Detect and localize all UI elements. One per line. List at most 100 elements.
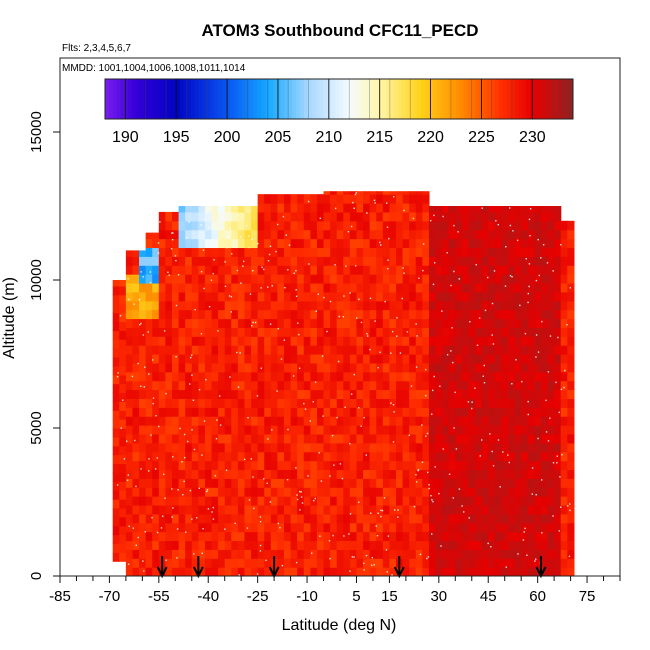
sample-dot — [303, 402, 305, 405]
heatmap-cell — [336, 371, 344, 382]
heatmap-cell — [363, 451, 371, 462]
sample-dot — [381, 509, 384, 512]
heatmap-cell — [132, 442, 140, 453]
heatmap-cell — [494, 487, 503, 497]
heatmap-cell — [211, 336, 219, 346]
heatmap-cell — [284, 318, 292, 328]
sample-dot — [549, 417, 551, 419]
heatmap-cell — [422, 220, 430, 231]
heatmap-cell — [218, 318, 226, 328]
heatmap-cell — [290, 194, 298, 204]
heatmap-cell — [119, 481, 127, 491]
sample-dot — [452, 361, 454, 364]
heatmap-cell — [343, 327, 351, 337]
heatmap-cell — [547, 558, 555, 568]
heatmap-cell — [448, 336, 456, 346]
heatmap-cell — [415, 291, 423, 302]
heatmap-cell — [521, 389, 529, 399]
heatmap-cell — [330, 371, 338, 382]
sample-dot — [552, 462, 555, 464]
heatmap-cell — [560, 513, 568, 524]
heatmap-cell — [349, 309, 358, 320]
sample-dot — [363, 417, 365, 419]
heatmap-cell — [204, 291, 213, 302]
heatmap-cell — [132, 567, 140, 576]
heatmap-cell — [514, 540, 522, 550]
sample-dot — [211, 511, 213, 513]
heatmap-cell — [172, 265, 180, 275]
heatmap-cell — [303, 203, 311, 213]
heatmap-cell — [224, 549, 232, 559]
sample-dot — [479, 455, 481, 457]
heatmap-cell — [330, 362, 338, 373]
heatmap-cell — [560, 540, 568, 550]
heatmap-cell — [527, 540, 535, 550]
heatmap-cell — [448, 567, 456, 576]
heatmap-cell — [277, 256, 285, 266]
heatmap-cell — [172, 309, 180, 320]
heatmap-cell — [264, 451, 272, 462]
heatmap-cell — [165, 229, 173, 240]
heatmap-cell — [382, 389, 391, 399]
heatmap-cell — [389, 531, 397, 542]
heatmap-cell — [494, 371, 503, 382]
heatmap-cell — [461, 522, 470, 533]
sample-dot — [292, 375, 295, 377]
heatmap-cell — [396, 309, 404, 320]
heatmap-cell — [125, 336, 134, 346]
heatmap-cell — [514, 469, 522, 479]
heatmap-cell — [475, 567, 483, 576]
heatmap-cell — [231, 274, 239, 284]
heatmap-cell — [389, 549, 397, 559]
heatmap-cell — [270, 336, 279, 346]
heatmap-cell — [481, 451, 489, 462]
heatmap-cell — [125, 265, 134, 275]
sample-dot — [250, 458, 252, 460]
heatmap-cell — [303, 194, 311, 204]
heatmap-cell — [382, 345, 391, 355]
sample-dot — [379, 241, 381, 244]
heatmap-cell — [323, 504, 331, 515]
heatmap-cell — [270, 327, 279, 337]
heatmap-cell — [567, 487, 575, 497]
heatmap-cell — [270, 371, 279, 382]
heatmap-cell — [521, 336, 529, 346]
heatmap-cell — [488, 247, 496, 257]
heatmap-cell — [152, 256, 160, 266]
sample-dot — [188, 221, 190, 223]
sample-dot — [519, 304, 521, 307]
heatmap-cell — [330, 265, 338, 275]
heatmap-cell — [494, 398, 503, 408]
heatmap-cell — [402, 442, 410, 453]
sample-dot — [311, 552, 313, 554]
heatmap-cell — [303, 442, 311, 453]
heatmap-cell — [396, 478, 404, 488]
heatmap-cell — [284, 469, 292, 479]
sample-dot — [271, 429, 273, 431]
heatmap-cell — [442, 291, 450, 302]
heatmap-cell — [244, 398, 252, 408]
heatmap-cell — [356, 203, 364, 213]
sample-dot — [428, 487, 430, 490]
colorbar-segment — [495, 79, 500, 119]
heatmap-cell — [165, 513, 173, 524]
sample-dot — [418, 277, 420, 279]
heatmap-cell — [323, 247, 331, 257]
sample-dot — [353, 207, 355, 209]
heatmap-cell — [284, 238, 292, 249]
heatmap-cell — [231, 220, 239, 231]
heatmap-cell — [540, 318, 549, 328]
heatmap-cell — [231, 362, 239, 373]
heatmap-cell — [336, 531, 344, 542]
heatmap-cell — [409, 282, 417, 293]
heatmap-cell — [218, 206, 226, 213]
heatmap-cell — [508, 282, 516, 293]
heatmap-cell — [178, 336, 186, 346]
heatmap-cell — [481, 469, 489, 479]
heatmap-cell — [204, 247, 213, 257]
heatmap-cell — [343, 362, 351, 373]
heatmap-cell — [139, 274, 147, 284]
sample-dot — [247, 417, 249, 419]
heatmap-cell — [178, 274, 186, 284]
heatmap-cell — [481, 540, 489, 550]
